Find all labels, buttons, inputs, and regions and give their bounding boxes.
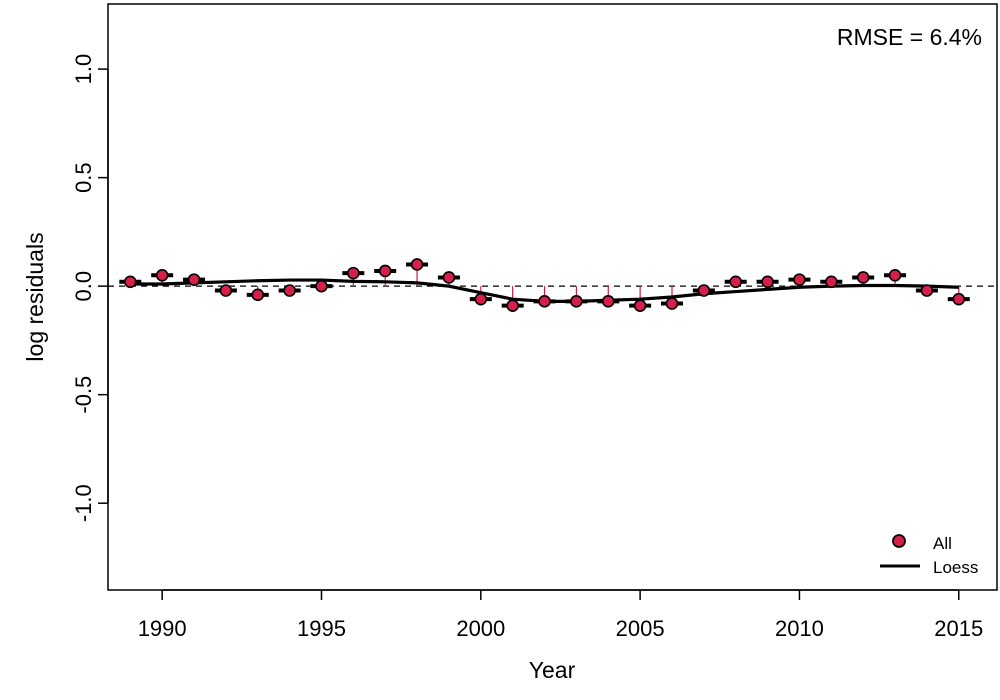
y-tick-label: 0.0 [71, 271, 96, 302]
x-axis: 1990 1995 2000 2005 2010 2015 [138, 589, 983, 641]
y-axis-title: log residuals [22, 232, 48, 361]
x-tick-label: 1990 [138, 616, 187, 641]
y-tick-label: -1.0 [71, 484, 96, 522]
y-tick-label: 0.5 [71, 162, 96, 193]
data-point [793, 273, 806, 286]
legend-marker-all [892, 534, 906, 548]
data-point [283, 284, 296, 297]
data-point [601, 295, 615, 308]
y-tick-label: 1.0 [71, 54, 96, 85]
rmse-annotation: RMSE = 6.4% [837, 24, 982, 50]
data-point [665, 297, 679, 310]
data-point [952, 292, 966, 306]
data-point [761, 275, 774, 289]
data-point [410, 258, 424, 271]
data-point [633, 299, 647, 312]
point-layer [119, 258, 970, 312]
data-point [155, 268, 169, 282]
data-point [474, 292, 488, 306]
data-point [825, 275, 838, 289]
data-point [187, 273, 201, 286]
data-point [219, 284, 233, 297]
legend-label-all: All [933, 534, 952, 553]
data-point [251, 288, 265, 302]
data-point [347, 266, 360, 280]
data-point [570, 295, 583, 308]
plot-frame [107, 3, 998, 591]
x-tick-label: 2005 [616, 616, 665, 641]
data-point [506, 299, 519, 312]
x-tick-label: 2000 [456, 616, 505, 641]
data-point [697, 284, 711, 297]
x-axis-title: Year [529, 657, 576, 683]
legend-label-loess: Loess [933, 558, 978, 577]
data-point [538, 295, 551, 308]
data-point [729, 275, 743, 289]
legend: All Loess [880, 534, 978, 577]
data-point [920, 284, 934, 297]
y-axis: -1.0 -0.5 0.0 0.5 1.0 [71, 54, 109, 522]
data-point [888, 268, 902, 282]
data-point [856, 271, 870, 284]
x-tick-label: 2015 [934, 616, 983, 641]
data-point [315, 279, 328, 293]
x-tick-label: 2010 [775, 616, 824, 641]
x-tick-label: 1995 [297, 616, 346, 641]
data-point [124, 275, 137, 289]
data-point [378, 264, 392, 278]
data-point [442, 271, 456, 284]
y-tick-label: -0.5 [71, 376, 96, 414]
